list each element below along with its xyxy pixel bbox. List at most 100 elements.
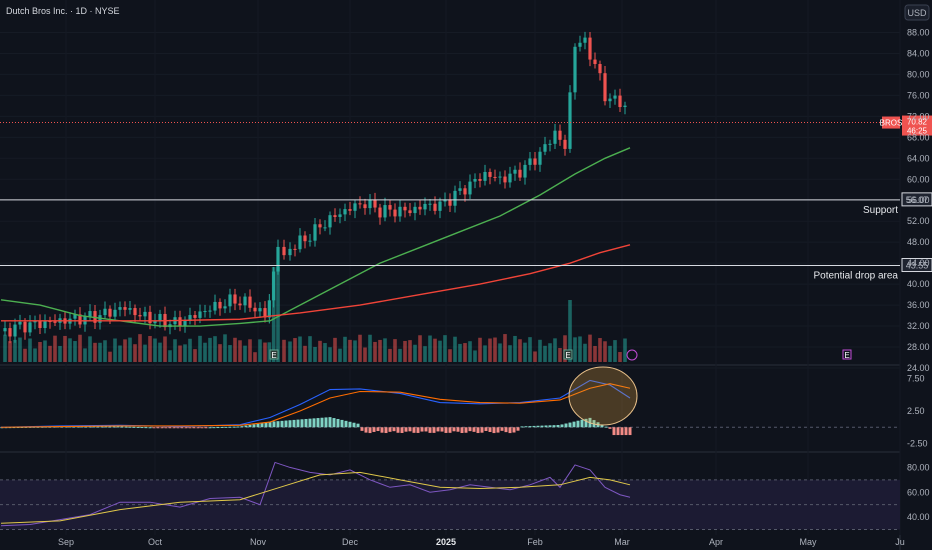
volume-bar: [148, 336, 152, 362]
macd-histogram-bar: [236, 426, 240, 428]
volume-bar: [393, 339, 397, 362]
price-countdown: 46:25: [907, 127, 928, 136]
volume-bar: [133, 344, 137, 362]
candle-body: [443, 199, 447, 202]
volume-bar: [503, 334, 507, 362]
candle-body: [343, 209, 347, 215]
x-tick-label: Feb: [527, 537, 543, 547]
macd-histogram-bar: [560, 424, 564, 428]
macd-histogram-bar: [556, 424, 560, 428]
macd-histogram-bar: [616, 427, 620, 436]
volume-bar: [573, 337, 577, 362]
volume-bar: [613, 340, 617, 362]
macd-histogram-bar: [412, 427, 416, 433]
macd-histogram-bar: [476, 427, 480, 434]
y-tick-label: 72.00: [907, 111, 930, 121]
macd-histogram-bar: [268, 421, 272, 428]
macd-histogram-bar: [600, 424, 604, 428]
volume-bar: [318, 340, 322, 362]
macd-histogram-bar: [572, 421, 576, 428]
y-tick-label: 68.00: [907, 132, 930, 142]
candle-body: [538, 151, 542, 165]
candle-body: [243, 296, 247, 306]
candle-body: [208, 310, 212, 312]
volume-bar: [453, 336, 457, 362]
volume-bar: [398, 348, 402, 362]
candle-body: [78, 314, 82, 325]
volume-bar: [558, 348, 562, 362]
volume-bar: [383, 338, 387, 362]
symbol-label: BROS: [880, 119, 903, 128]
volume-bar: [223, 334, 227, 362]
macd-histogram-bar: [576, 420, 580, 428]
candle-body: [493, 176, 497, 178]
level-price-tag: [901, 258, 932, 273]
macd-histogram-bar: [564, 423, 568, 428]
candle-body: [468, 181, 472, 195]
candle-body: [428, 203, 432, 205]
volume-bar: [218, 344, 222, 362]
volume-bar: [528, 337, 532, 362]
volume-bar: [88, 336, 92, 362]
macd-histogram-bar: [496, 427, 500, 433]
macd-histogram-bar: [172, 427, 176, 429]
candle-body: [613, 95, 617, 99]
macd-histogram-bar: [156, 427, 160, 429]
candle-body: [558, 130, 562, 140]
signal-line: [0, 383, 631, 428]
candle-body: [543, 144, 547, 152]
candle-body: [3, 328, 7, 332]
macd-histogram-bar: [220, 426, 224, 428]
candle-body: [282, 246, 286, 256]
candle-body: [588, 37, 592, 60]
macd-histogram-bar: [492, 427, 496, 434]
volume-bar: [153, 338, 157, 362]
candle-body: [53, 321, 57, 323]
macd-histogram-bar: [308, 418, 312, 428]
macd-histogram-bar: [208, 427, 212, 429]
volume-bar: [588, 334, 592, 362]
volume-bar: [48, 345, 52, 362]
macd-histogram-bar: [100, 426, 104, 428]
volume-bar: [448, 349, 452, 362]
y-tick-label: 76.00: [907, 90, 930, 100]
candle-body: [393, 209, 397, 217]
volume-bar: [173, 339, 177, 362]
macd-histogram-bar: [256, 423, 260, 428]
volume-bar: [183, 344, 187, 362]
macd-histogram-bar: [624, 427, 628, 436]
macd-histogram-bar: [396, 427, 400, 433]
candle-body: [303, 235, 307, 242]
candle-body: [143, 311, 147, 317]
candle-body: [508, 173, 512, 183]
macd-histogram-bar: [232, 426, 236, 428]
volume-bar: [358, 334, 362, 362]
candle-body: [18, 321, 22, 325]
candle-body: [358, 203, 362, 205]
currency-button[interactable]: USD: [904, 4, 930, 21]
candle-body: [73, 314, 77, 319]
volume-bar: [443, 335, 447, 362]
candle-body: [383, 205, 387, 218]
candle-body: [8, 328, 12, 337]
candle-body: [223, 306, 227, 309]
volume-bar: [288, 341, 292, 362]
volume-bar: [603, 341, 607, 362]
volume-bar: [178, 345, 182, 362]
macd-histogram-bar: [292, 419, 296, 428]
y-tick-label: 88.00: [907, 27, 930, 37]
volume-bar: [518, 339, 522, 362]
candle-body: [267, 300, 271, 318]
macd-histogram-bar: [424, 427, 428, 432]
rsi-ma-line: [0, 471, 631, 524]
volume-bar: [213, 336, 217, 362]
macd-histogram-bar: [348, 421, 352, 428]
candle-body: [158, 313, 162, 321]
x-tick-label: Dec: [342, 537, 359, 547]
price-axis: 88.00 84.00 80.00 76.00 72.00 68.00 64.00 60.00…: [907, 27, 930, 522]
volume-bar: [8, 341, 12, 362]
price-value: 70.82: [907, 118, 928, 127]
y-tick-label: 32.00: [907, 321, 930, 331]
volume-bar: [243, 345, 247, 362]
